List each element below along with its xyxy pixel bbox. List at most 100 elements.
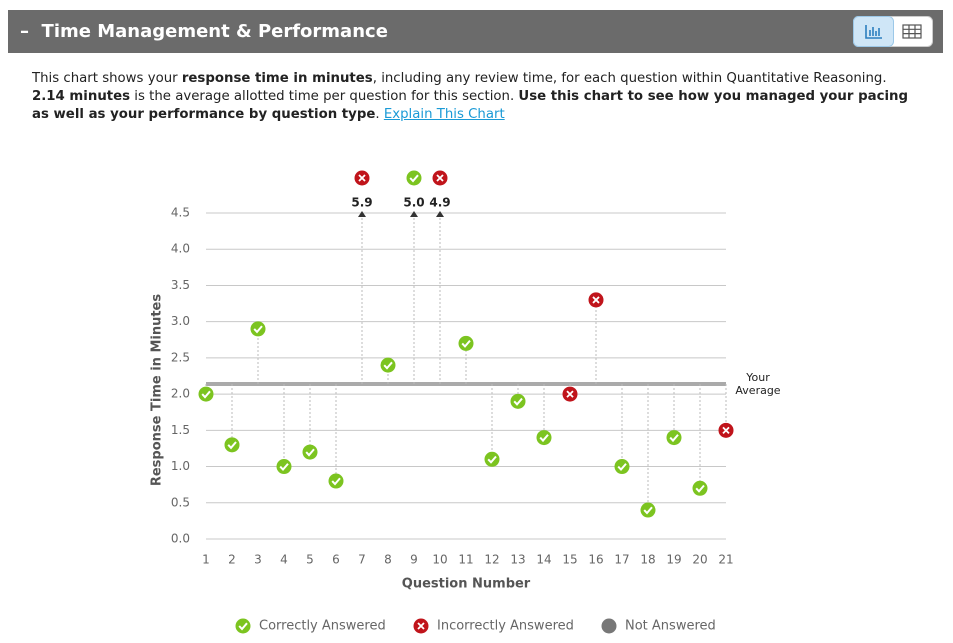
data-point-circle	[536, 430, 552, 446]
data-point-cross	[436, 174, 444, 182]
data-point	[432, 170, 448, 186]
data-point-check	[201, 390, 211, 399]
x-tick-label: 14	[536, 553, 551, 567]
data-point-circle	[614, 459, 630, 475]
description-text: Use this chart to see how you managed yo…	[32, 89, 909, 122]
data-point-check	[539, 434, 549, 443]
data-point	[588, 292, 604, 308]
data-point-check	[513, 397, 523, 406]
x-tick-label: 6	[332, 553, 340, 567]
data-point-check	[617, 463, 627, 472]
description: This chart shows your response time in m…	[32, 70, 912, 124]
data-point	[640, 502, 656, 518]
data-point-circle	[380, 357, 396, 373]
x-tick-label: 2	[228, 553, 236, 567]
data-point	[510, 393, 526, 409]
average-label: Average	[735, 384, 780, 397]
data-point-cross	[592, 296, 600, 304]
legend-label: Not Answered	[625, 619, 716, 634]
value-label: 4.9	[429, 196, 450, 210]
y-tick-label: 4.0	[171, 242, 190, 256]
data-point-circle	[328, 473, 344, 489]
legend-marker-circle	[601, 618, 617, 634]
x-tick-label: 11	[458, 553, 473, 567]
x-tick-label: 1	[202, 553, 210, 567]
chart-icon	[865, 25, 882, 39]
x-tick-label: 20	[692, 553, 707, 567]
y-axis-label: Response Time in Minutes	[150, 294, 165, 487]
data-point-circle	[406, 170, 422, 186]
data-point-check	[279, 463, 289, 472]
data-point-cross	[722, 426, 730, 434]
description-text: response time in minutes	[181, 71, 373, 86]
legend-marker	[235, 618, 251, 634]
data-point-cross	[358, 174, 366, 182]
data-point	[198, 386, 214, 402]
y-tick-label: 2.5	[171, 350, 190, 364]
legend-marker	[601, 618, 617, 634]
x-tick-label: 9	[410, 553, 418, 567]
data-point	[692, 480, 708, 496]
overflow-arrow	[410, 211, 418, 217]
value-label: 5.0	[403, 196, 424, 210]
data-point-check	[461, 339, 471, 348]
data-point-check	[487, 455, 497, 464]
table-icon	[902, 24, 922, 39]
data-point	[224, 437, 240, 453]
data-point-circle	[484, 451, 500, 467]
x-tick-label: 10	[432, 553, 447, 567]
data-point-circle	[666, 430, 682, 446]
y-tick-label: 2.0	[171, 387, 190, 401]
y-tick-label: 0.5	[171, 495, 190, 509]
data-point	[536, 430, 552, 446]
data-point-circle	[692, 480, 708, 496]
data-point	[276, 459, 292, 475]
x-axis-label: Question Number	[402, 577, 531, 592]
legend-marker-cross	[417, 622, 425, 630]
data-point-check	[409, 174, 419, 183]
data-point-circle	[198, 386, 214, 402]
legend-label: Incorrectly Answered	[437, 619, 574, 634]
data-point-circle	[250, 321, 266, 337]
data-point-check	[383, 361, 393, 370]
y-tick-label: 3.5	[171, 278, 190, 292]
average-label: Your	[745, 371, 770, 384]
description-text: , including any review time, for each qu…	[372, 71, 887, 86]
data-point	[718, 422, 734, 438]
x-tick-label: 16	[588, 553, 603, 567]
overflow-arrow	[436, 211, 444, 217]
x-tick-label: 8	[384, 553, 392, 567]
data-point-check	[643, 506, 653, 515]
data-point	[302, 444, 318, 460]
data-point	[484, 451, 500, 467]
legend-marker-check	[238, 622, 248, 631]
data-point	[406, 170, 422, 186]
data-point-check	[227, 441, 237, 450]
data-point-circle	[302, 444, 318, 460]
data-point-check	[695, 484, 705, 493]
y-tick-label: 3.0	[171, 314, 190, 328]
header-title[interactable]: – Time Management & Performance	[20, 21, 388, 42]
explain-link[interactable]: Explain This Chart	[383, 107, 505, 122]
x-tick-label: 7	[358, 553, 366, 567]
data-point-check	[669, 434, 679, 443]
data-point	[458, 335, 474, 351]
data-point-circle	[224, 437, 240, 453]
table-view-button[interactable]	[902, 24, 922, 39]
x-tick-label: 12	[484, 553, 499, 567]
overflow-arrow	[358, 211, 366, 217]
legend-label: Correctly Answered	[259, 619, 386, 634]
x-tick-label: 15	[562, 553, 577, 567]
data-point-cross	[566, 390, 574, 398]
data-point-check	[253, 325, 263, 334]
legend-marker	[413, 618, 429, 634]
data-point-check	[331, 477, 341, 486]
x-tick-label: 3	[254, 553, 262, 567]
data-point-circle	[510, 393, 526, 409]
x-tick-label: 5	[306, 553, 314, 567]
description-text: This chart shows your	[32, 71, 182, 86]
legend-marker-circle	[235, 618, 251, 634]
table-icon-lines	[903, 25, 921, 38]
y-tick-label: 1.5	[171, 423, 190, 437]
